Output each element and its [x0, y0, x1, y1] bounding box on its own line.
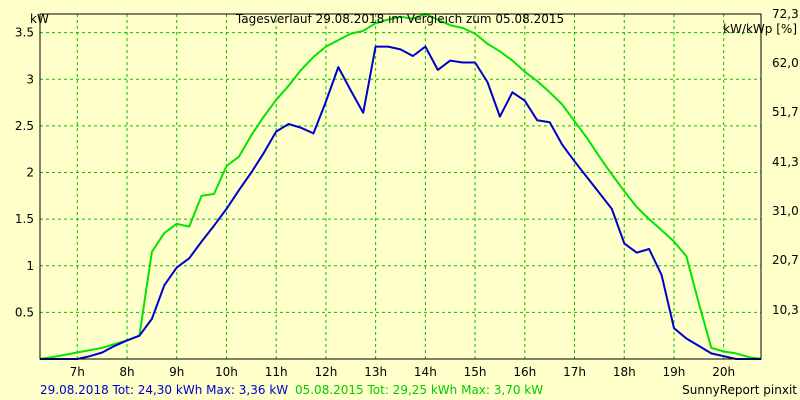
x-tick-label: 19h [663, 365, 686, 379]
x-tick-label: 20h [712, 365, 735, 379]
footer-credit: SunnyReport pinxit [682, 383, 797, 397]
y-tick-label-right: 51,7 [772, 105, 799, 119]
y-axis-label-left: kW [30, 12, 49, 26]
series-line-blue [40, 45, 761, 360]
y-tick-label-right: 20,7 [772, 253, 799, 267]
series-lines [39, 13, 762, 360]
chart-title: Tagesverlauf 29.08.2018 im Vergleich zum… [235, 12, 564, 26]
x-tick-label: 15h [464, 365, 487, 379]
y-tick-label-right: 41,3 [772, 155, 799, 169]
x-tick-label: 16h [513, 365, 536, 379]
series-line-green [39, 13, 762, 360]
footer-legend: 29.08.2018 Tot: 24,30 kWh Max: 3,36 kW 0… [40, 383, 543, 397]
x-tick-label: 10h [215, 365, 238, 379]
grid [40, 14, 761, 359]
x-tick-label: 9h [169, 365, 184, 379]
x-tick-label: 18h [613, 365, 636, 379]
x-tick-label: 13h [364, 365, 387, 379]
y-tick-label-left: 3 [26, 72, 34, 86]
x-tick-label: 7h [70, 365, 85, 379]
y-tick-label-left: 2 [26, 166, 34, 180]
ticks: 7h 8h 9h 10h 11h 12h 13h 14h 15h 16h 17h 18h 19h 20h 0… [15, 7, 799, 379]
y-tick-label-right: 72,3 [772, 7, 799, 21]
y-axis-label-right: kW/kWp [%] [723, 22, 797, 36]
y-tick-label-right: 31,0 [772, 204, 799, 218]
footer-legend-green: 05.08.2015 Tot: 29,25 kWh Max: 3,70 kW [295, 383, 543, 397]
x-tick-label: 17h [563, 365, 586, 379]
y-tick-label-left: 1 [26, 259, 34, 273]
plot-frame [39, 13, 762, 360]
y-tick-label-left: 0.5 [15, 305, 34, 319]
y-tick-label-right: 10,3 [772, 303, 799, 317]
y-tick-label-left: 1.5 [15, 212, 34, 226]
y-tick-label-left: 2.5 [15, 119, 34, 133]
x-tick-label: 11h [265, 365, 288, 379]
x-tick-label: 14h [414, 365, 437, 379]
y-tick-label-right: 62,0 [772, 56, 799, 70]
y-tick-label-left: 3.5 [15, 26, 34, 40]
x-tick-label: 12h [314, 365, 337, 379]
footer-legend-blue: 29.08.2018 Tot: 24,30 kWh Max: 3,36 kW [40, 383, 288, 397]
x-tick-label: 8h [119, 365, 134, 379]
